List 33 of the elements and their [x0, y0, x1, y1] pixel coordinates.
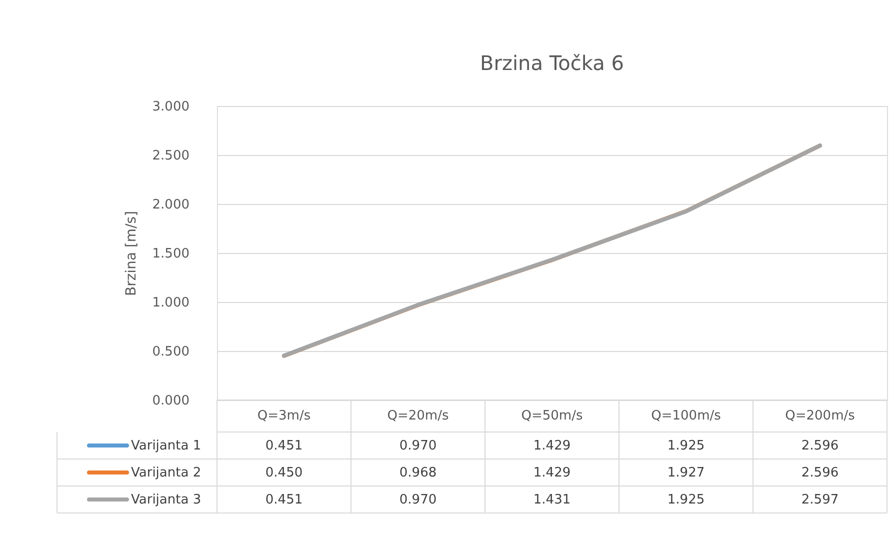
data-label: 2.596	[801, 466, 839, 480]
x-tick-label: Q=20m/s	[387, 408, 449, 424]
data-label: 0.451	[265, 438, 303, 454]
data-label: 0.970	[399, 438, 437, 454]
x-tick-label: Q=100m/s	[651, 408, 722, 424]
x-tick-label: Q=200m/s	[785, 408, 856, 424]
data-label: 1.431	[533, 492, 571, 508]
y-tick-label: 1.000	[152, 296, 190, 310]
y-tick-label: 3.000	[152, 100, 190, 114]
data-label: 1.927	[667, 466, 705, 480]
data-label: 1.925	[667, 438, 705, 454]
data-label: 0.451	[265, 492, 303, 508]
data-label: 2.597	[801, 492, 839, 508]
x-tick-label: Q=50m/s	[521, 408, 583, 424]
data-label: 0.970	[399, 492, 437, 508]
legend-label: Varijanta 2	[131, 466, 202, 480]
y-tick-label: 0.000	[152, 394, 190, 408]
data-label: 2.596	[801, 438, 839, 454]
data-label: 1.925	[667, 492, 705, 508]
chart-title: Brzina Točka 6	[480, 51, 624, 75]
x-tick-label: Q=3m/s	[257, 408, 311, 424]
legend-label: Varijanta 3	[131, 492, 202, 508]
data-label: 0.450	[265, 466, 303, 480]
y-tick-label: 2.000	[152, 198, 190, 212]
y-tick-label: 2.500	[152, 148, 190, 164]
y-tick-label: 1.500	[152, 246, 190, 262]
legend-label: Varijanta 1	[131, 438, 202, 454]
y-axis-title: Brzina [m/s]	[123, 210, 140, 296]
data-label: 1.429	[533, 466, 571, 480]
line-series	[282, 143, 822, 358]
data-label: 1.429	[533, 438, 571, 454]
y-tick-label: 0.500	[152, 344, 190, 360]
data-label: 0.968	[399, 466, 437, 480]
